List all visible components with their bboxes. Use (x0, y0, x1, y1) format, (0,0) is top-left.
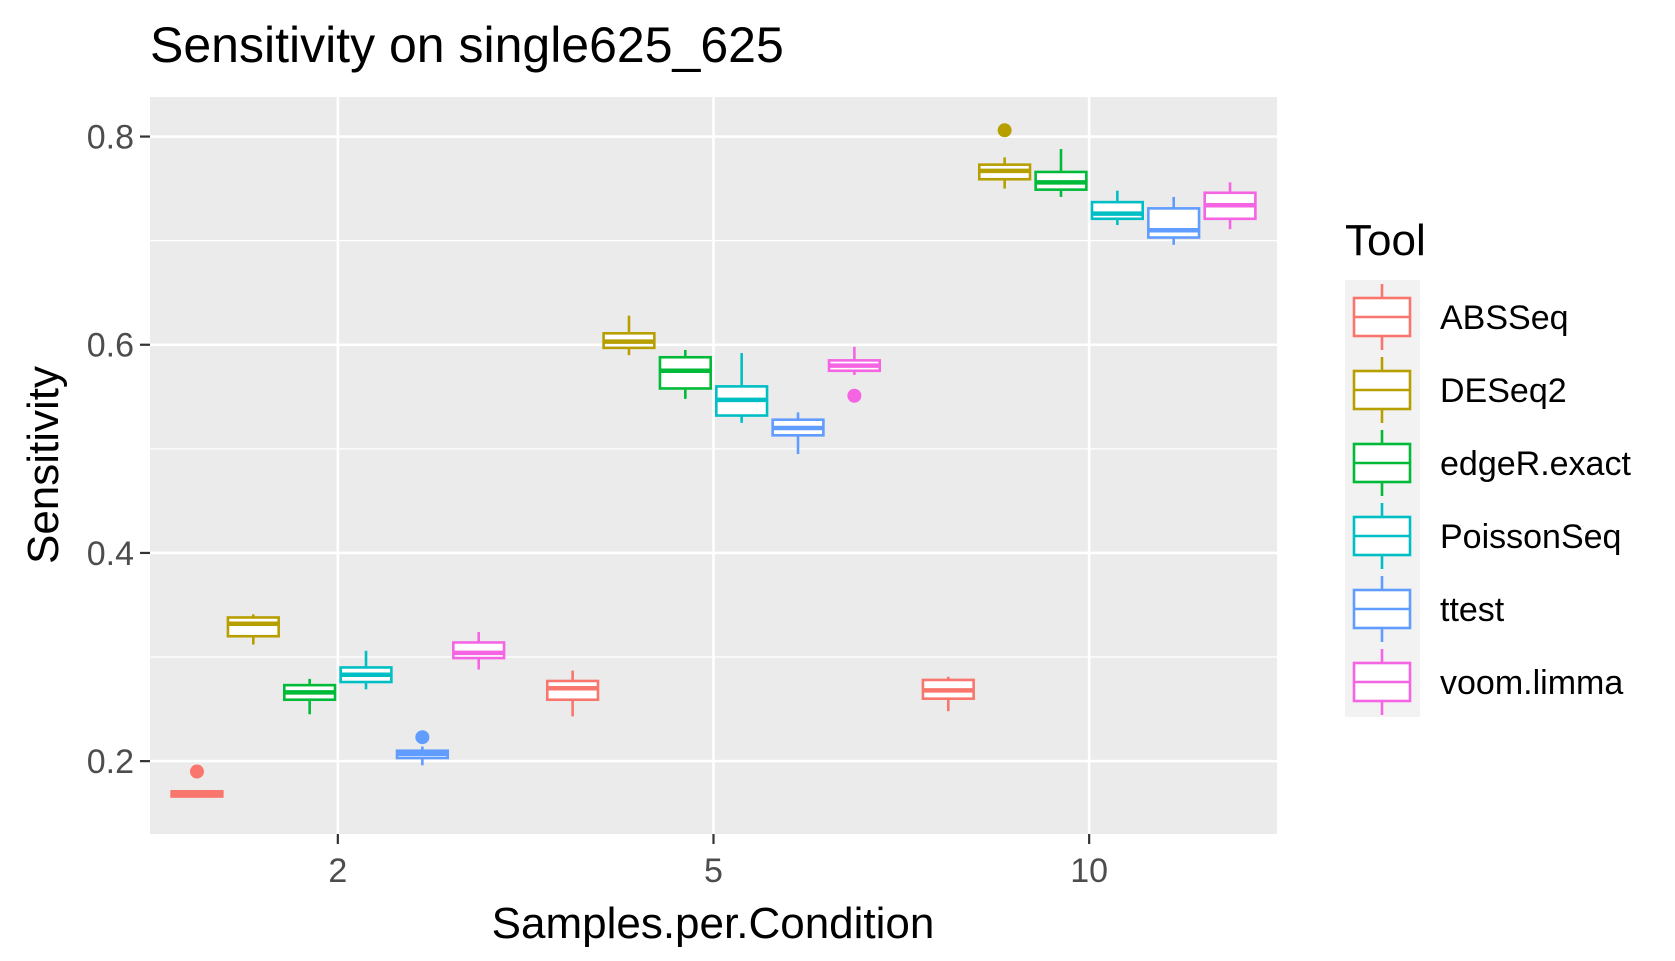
y-tick-label: 0.6 (87, 327, 134, 365)
x-tick-label: 5 (704, 852, 723, 890)
legend-label: ABSSeq (1440, 299, 1569, 337)
outlier-point (415, 730, 430, 745)
legend-title: Tool (1345, 216, 1426, 265)
box-edgeR.exact (283, 678, 337, 715)
box-ttest (771, 412, 825, 455)
x-axis-label: Samples.per.Condition (492, 899, 935, 948)
box-body (226, 616, 280, 638)
y-tick-label: 0.8 (87, 119, 134, 157)
legend-label: DESeq2 (1440, 372, 1567, 410)
legend-label: ttest (1440, 591, 1505, 629)
outlier-point (189, 764, 204, 779)
x-tick-label: 10 (1070, 852, 1108, 890)
legend-label: voom.limma (1440, 664, 1623, 702)
box-body (452, 641, 506, 660)
legend: Tool ABSSeq DESeq2 edgeR.exact PoissonSeq tt… (1345, 216, 1631, 717)
box-body (1147, 207, 1201, 239)
x-tick-label: 2 (328, 852, 347, 890)
box-voom.limma (827, 346, 882, 403)
axes: 0.2 0.4 0.6 0.8 2 5 10 (87, 119, 1108, 890)
box-PoissonSeq (339, 650, 393, 690)
legend-item-edgeR.exact: edgeR.exact (1352, 430, 1631, 496)
box-voom.limma (1203, 182, 1257, 230)
box-PoissonSeq (715, 353, 769, 423)
legend-item-ttest: ttest (1352, 576, 1505, 642)
box-ABSSeq (921, 676, 975, 712)
y-axis-label: Sensitivity (19, 366, 68, 564)
y-tick-label: 0.4 (87, 535, 134, 573)
legend-item-PoissonSeq: PoissonSeq (1352, 503, 1621, 569)
legend-item-DESeq2: DESeq2 (1352, 357, 1567, 423)
box-DESeq2 (977, 123, 1032, 189)
box-PoissonSeq (1090, 190, 1144, 226)
grid-lines (150, 97, 1277, 834)
legend-label: PoissonSeq (1440, 518, 1621, 556)
y-tick-label: 0.2 (87, 743, 134, 781)
legend-item-ABSSeq: ABSSeq (1352, 284, 1569, 350)
box-DESeq2 (602, 315, 656, 356)
box-ttest (1147, 196, 1201, 245)
box-DESeq2 (226, 614, 280, 645)
box-layer (170, 123, 1257, 798)
box-ttest (395, 730, 450, 766)
box-edgeR.exact (1034, 149, 1088, 197)
outlier-point (997, 123, 1012, 138)
chart-title: Sensitivity on single625_625 (150, 17, 784, 73)
box-ABSSeq (545, 670, 600, 717)
legend-key-background (1345, 280, 1420, 717)
box-edgeR.exact (658, 349, 712, 399)
outlier-point (847, 388, 862, 403)
legend-item-voom.limma: voom.limma (1352, 649, 1623, 715)
box-ABSSeq (170, 764, 224, 798)
box-voom.limma (452, 632, 506, 670)
legend-label: edgeR.exact (1440, 445, 1631, 483)
box-body (1090, 200, 1144, 221)
